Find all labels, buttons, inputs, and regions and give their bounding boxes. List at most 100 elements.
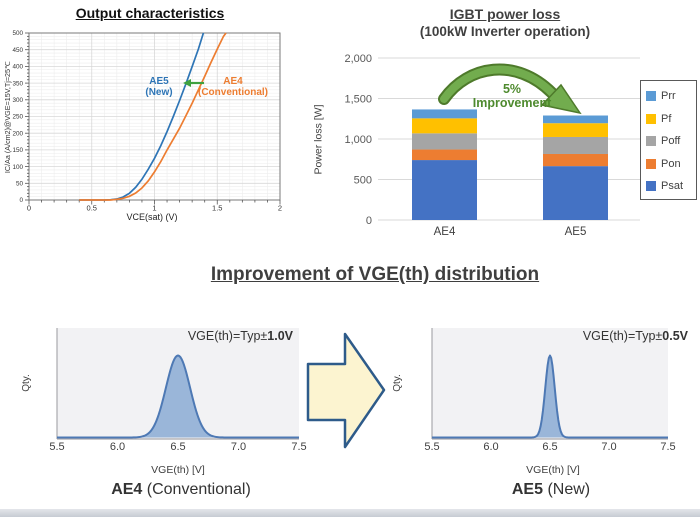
annotation-prefix: VGE(th)=Typ± bbox=[187, 329, 268, 343]
output-ytick-label: 350 bbox=[12, 80, 23, 87]
ae4-caption: AE4 (Conventional) bbox=[61, 481, 301, 499]
output-ytick-label: 250 bbox=[12, 114, 23, 121]
ae5-vge-annotation: VGE(th)=Typ±0.5V bbox=[505, 329, 688, 343]
caption-name: AE4 bbox=[111, 481, 143, 498]
dist-xtick-label: 6.5 bbox=[542, 441, 557, 453]
power-ytick-label: 1,500 bbox=[344, 94, 372, 106]
ae5-curve-label: AE5 (New) bbox=[131, 76, 187, 98]
power-loss-legend: Prr Pf Poff Pon Psat bbox=[640, 80, 697, 200]
legend-item-psat: Psat bbox=[641, 175, 696, 198]
output-yaxis-label: IC/Aa (A/cm2)@VGE=15V,Tj=25℃ bbox=[3, 60, 12, 174]
legend-item-poff: Poff bbox=[641, 130, 696, 153]
output-ytick-label: 150 bbox=[12, 147, 23, 154]
ae4-curve-label-line2: (Conventional) bbox=[198, 87, 268, 98]
output-xaxis-label: VCE(sat) (V) bbox=[126, 212, 177, 222]
power-category-label: AE5 bbox=[565, 226, 587, 238]
transition-arrow-icon bbox=[306, 332, 386, 449]
ae4-xaxis-label: VGE(th) [V] bbox=[151, 464, 205, 476]
power-ytick-label: 500 bbox=[354, 175, 372, 187]
dist-xtick-label: 7.0 bbox=[231, 441, 246, 453]
ae4-distribution-chart: 5.5 6.0 6.5 7.0 7.5 bbox=[49, 328, 307, 453]
dist-xtick-label: 6.0 bbox=[110, 441, 125, 453]
caption-detail: (Conventional) bbox=[142, 481, 251, 498]
improvement-annotation-line2: Improvement bbox=[473, 96, 552, 110]
left-arrow-icon bbox=[183, 79, 204, 87]
power-loss-chart-title: IGBT power loss bbox=[449, 6, 561, 22]
dist-xtick-label: 7.5 bbox=[291, 441, 306, 453]
output-axis-ticks bbox=[25, 32, 281, 205]
bar-segment-ae5-prr bbox=[543, 115, 608, 124]
ae5-caption: AE5 (New) bbox=[451, 481, 651, 499]
psat-swatch-icon bbox=[646, 181, 656, 192]
distribution-curve bbox=[57, 354, 299, 439]
section-title: Improvement of VGE(th) distribution bbox=[210, 264, 540, 285]
bar-segment-ae4-psat bbox=[412, 160, 477, 220]
ae5-curve-label-line1: AE5 bbox=[149, 76, 169, 87]
power-category-label: AE4 bbox=[434, 226, 456, 238]
poff-swatch-icon bbox=[646, 136, 656, 147]
legend-label: Pf bbox=[661, 112, 672, 125]
output-ytick-label: 0 bbox=[19, 197, 23, 204]
distribution-curve bbox=[432, 354, 668, 439]
legend-label: Poff bbox=[661, 135, 681, 148]
improvement-arrow-icon: 5% Improvement bbox=[438, 63, 582, 115]
ae5-distribution-chart: 5.5 6.0 6.5 7.0 7.5 bbox=[424, 328, 676, 453]
annotation-prefix: VGE(th)=Typ± bbox=[582, 329, 663, 343]
output-characteristics-chart: VCE(sat) (V) 0 50 100 150 200 250 300 350 400 450… bbox=[12, 30, 282, 222]
bar-segment-ae5-psat bbox=[543, 166, 608, 220]
ae4-curve-label: AE4 (Conventional) bbox=[187, 76, 279, 98]
power-ytick-label: 1,000 bbox=[344, 134, 372, 146]
dist-xtick-label: 6.0 bbox=[483, 441, 498, 453]
output-xtick-label: 0.5 bbox=[87, 204, 97, 213]
output-chart-title: Output characteristics bbox=[75, 5, 225, 21]
legend-label: Prr bbox=[661, 90, 676, 103]
pf-swatch-icon bbox=[646, 113, 656, 124]
power-ytick-label: 0 bbox=[366, 215, 372, 227]
bar-segment-ae4-pf bbox=[412, 118, 477, 134]
dist-xtick-label: 5.5 bbox=[49, 441, 64, 453]
legend-item-prr: Prr bbox=[641, 85, 696, 108]
output-ytick-label: 200 bbox=[12, 130, 23, 137]
output-ytick-label: 50 bbox=[16, 181, 24, 188]
output-ytick-label: 300 bbox=[12, 97, 23, 104]
legend-label: Psat bbox=[661, 180, 684, 193]
bar-segment-ae4-prr bbox=[412, 109, 477, 119]
curve-ae4 bbox=[79, 32, 227, 201]
output-xtick-label: 1 bbox=[152, 204, 156, 213]
power-ytick-label: 2,000 bbox=[344, 53, 372, 65]
bar-segment-ae5-pf bbox=[543, 123, 608, 137]
output-xtick-label: 1.5 bbox=[212, 204, 222, 213]
power-loss-chart: 0 500 1,000 1,500 2,000 AE4 AE5 5% Improvement bbox=[344, 53, 640, 238]
legend-item-pf: Pf bbox=[641, 108, 696, 131]
improvement-annotation-line1: 5% bbox=[503, 82, 521, 96]
ae5-yaxis-label: Qty. bbox=[392, 374, 403, 392]
caption-detail: (New) bbox=[543, 481, 591, 498]
ae4-curve-label-line1: AE4 bbox=[223, 76, 243, 87]
bar-segment-ae4-pon bbox=[412, 149, 477, 161]
ae5-xaxis-label: VGE(th) [V] bbox=[526, 464, 580, 476]
output-ytick-label: 400 bbox=[12, 64, 23, 71]
output-ytick-label: 450 bbox=[12, 47, 23, 54]
output-ytick-label: 100 bbox=[12, 164, 23, 171]
prr-swatch-icon bbox=[646, 91, 656, 102]
ae4-vge-annotation: VGE(th)=Typ±1.0V bbox=[110, 329, 293, 343]
legend-label: Pon bbox=[661, 157, 681, 170]
output-xtick-label: 0 bbox=[27, 204, 31, 213]
pon-swatch-icon bbox=[646, 158, 656, 169]
bar-segment-ae5-poff bbox=[543, 136, 608, 154]
bar-segment-ae4-poff bbox=[412, 133, 477, 150]
output-gridlines bbox=[29, 33, 280, 200]
annotation-value: 0.5V bbox=[662, 329, 688, 343]
ae5-curve-label-line2: (New) bbox=[145, 87, 173, 98]
dist-xtick-label: 7.0 bbox=[601, 441, 616, 453]
power-loss-chart-subtitle: (100kW Inverter operation) bbox=[419, 24, 591, 39]
annotation-value: 1.0V bbox=[267, 329, 293, 343]
bottom-strip bbox=[0, 509, 700, 517]
dist-xtick-label: 7.5 bbox=[660, 441, 675, 453]
output-xtick-label: 2 bbox=[278, 204, 282, 213]
dist-xtick-label: 5.5 bbox=[424, 441, 439, 453]
legend-item-pon: Pon bbox=[641, 153, 696, 176]
output-ytick-label: 500 bbox=[12, 30, 23, 37]
caption-name: AE5 bbox=[511, 481, 543, 498]
